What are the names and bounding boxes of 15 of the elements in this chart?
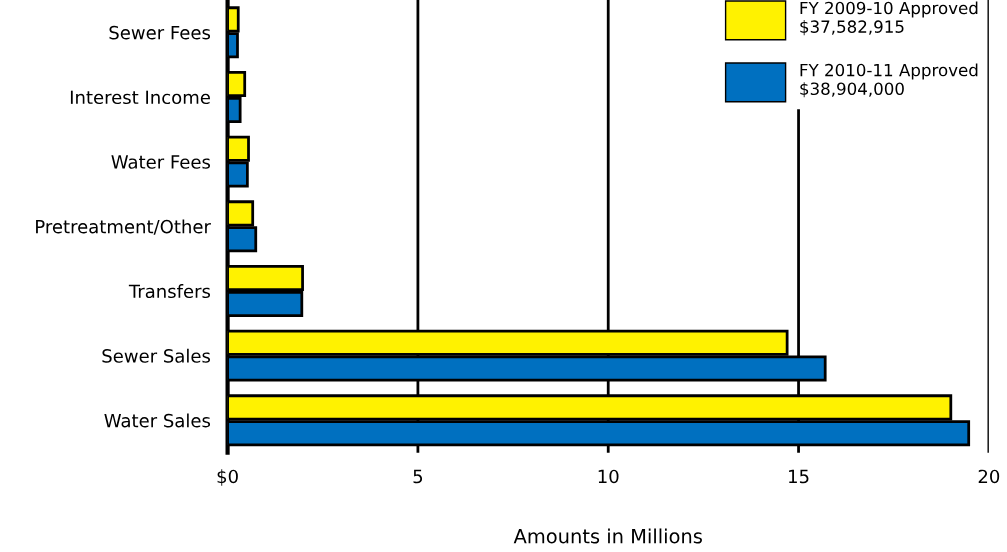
legend-label: FY 2010-11 Approved $38,904,000: [800, 63, 978, 98]
y-tick-label: Sewer Sales: [102, 348, 211, 363]
y-tick-label: Pretreatment/Other: [36, 219, 211, 235]
legend-label: FY 2009-10 Approved $37,582,915: [800, 1, 978, 36]
y-tick-label: Sewer Fees: [109, 25, 211, 40]
y-tick-label: Water Sales: [104, 413, 211, 428]
x-axis-title: Amounts in Millions: [513, 528, 702, 544]
x-tick-label: 10: [598, 469, 619, 484]
x-tick-label: $0: [217, 469, 238, 486]
x-tick-label: 15: [789, 469, 809, 484]
y-tick-label: Water Fees: [111, 155, 211, 169]
x-tick-label: 5: [413, 469, 423, 484]
x-tick-label: 20: [978, 469, 1000, 484]
y-tick-label: Transfers: [128, 284, 211, 299]
y-tick-label: Interest Income: [70, 90, 210, 105]
